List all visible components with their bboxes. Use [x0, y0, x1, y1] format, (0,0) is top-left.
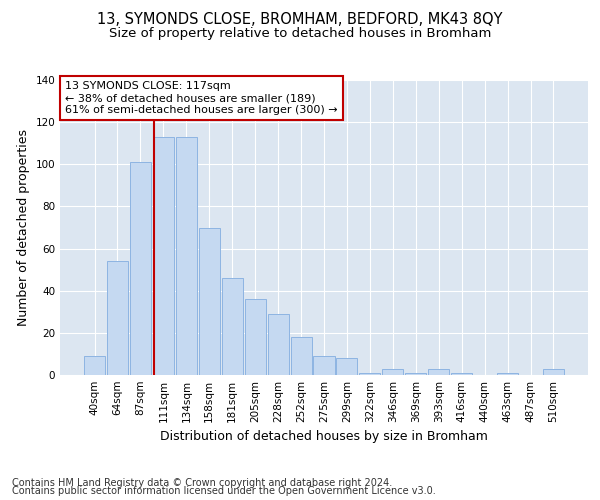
Text: Contains public sector information licensed under the Open Government Licence v3: Contains public sector information licen…	[12, 486, 436, 496]
Bar	[337, 358, 358, 375]
Bar	[428, 368, 449, 375]
Text: 13, SYMONDS CLOSE, BROMHAM, BEDFORD, MK43 8QY: 13, SYMONDS CLOSE, BROMHAM, BEDFORD, MK4…	[97, 12, 503, 28]
X-axis label: Distribution of detached houses by size in Bromham: Distribution of detached houses by size …	[160, 430, 488, 444]
Bar	[153, 137, 174, 375]
Bar	[359, 373, 380, 375]
Bar	[221, 278, 243, 375]
Bar	[313, 356, 335, 375]
Bar	[199, 228, 220, 375]
Bar	[245, 299, 266, 375]
Bar	[130, 162, 151, 375]
Bar	[290, 337, 311, 375]
Y-axis label: Number of detached properties: Number of detached properties	[17, 129, 30, 326]
Bar	[405, 373, 427, 375]
Text: 13 SYMONDS CLOSE: 117sqm
← 38% of detached houses are smaller (189)
61% of semi-: 13 SYMONDS CLOSE: 117sqm ← 38% of detach…	[65, 82, 338, 114]
Bar	[543, 368, 564, 375]
Bar	[268, 314, 289, 375]
Bar	[497, 373, 518, 375]
Bar	[451, 373, 472, 375]
Bar	[107, 261, 128, 375]
Text: Contains HM Land Registry data © Crown copyright and database right 2024.: Contains HM Land Registry data © Crown c…	[12, 478, 392, 488]
Bar	[176, 137, 197, 375]
Bar	[382, 368, 403, 375]
Text: Size of property relative to detached houses in Bromham: Size of property relative to detached ho…	[109, 28, 491, 40]
Bar	[84, 356, 105, 375]
